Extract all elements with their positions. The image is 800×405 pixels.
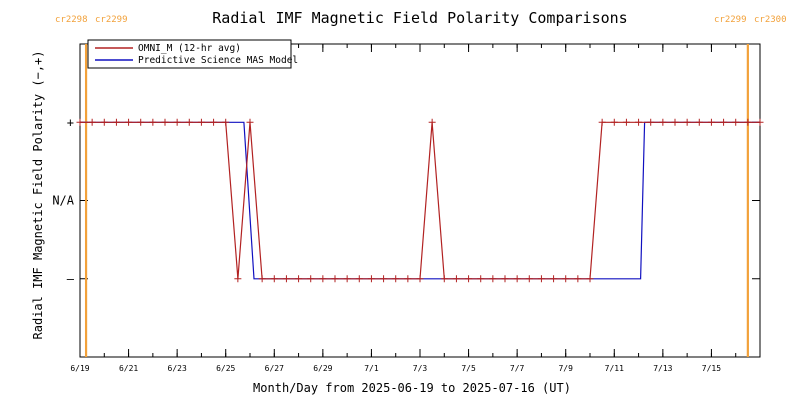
plot-frame (79, 43, 761, 358)
series-point (683, 118, 691, 126)
series-point (367, 275, 375, 283)
series-point (550, 275, 558, 283)
series-point (416, 275, 424, 283)
series-point (744, 118, 752, 126)
series-point (707, 118, 715, 126)
series-point (756, 118, 764, 126)
x-tick-label: 7/15 (702, 364, 721, 373)
series-point (197, 118, 205, 126)
y-tick-label: + (67, 115, 74, 129)
series-point (392, 275, 400, 283)
series-point (562, 275, 570, 283)
x-tick-label: 7/1 (364, 364, 379, 373)
series-point (404, 275, 412, 283)
series-point (695, 118, 703, 126)
series-point (720, 118, 728, 126)
x-tick-label: 6/29 (313, 364, 332, 373)
series-point (258, 275, 266, 283)
legend-label-mas: Predictive Science MAS Model (138, 55, 298, 66)
series-point (319, 275, 327, 283)
series-point (622, 118, 630, 126)
x-tick-label: 7/9 (558, 364, 573, 373)
series-point (137, 118, 145, 126)
series-point (513, 275, 521, 283)
series-point (282, 275, 290, 283)
series-point (185, 118, 193, 126)
x-tick-label: 7/5 (461, 364, 476, 373)
series-point (489, 275, 497, 283)
series-point (647, 118, 655, 126)
carrington-label-right: cr2300 (754, 15, 787, 25)
series-point (100, 118, 108, 126)
series-point (173, 118, 181, 126)
series-point (671, 118, 679, 126)
x-tick-label: 7/7 (510, 364, 525, 373)
series-line (80, 121, 760, 280)
series-point (125, 118, 133, 126)
series-point (525, 275, 533, 283)
x-tick-label: 6/25 (216, 364, 235, 373)
x-tick-label: 7/11 (605, 364, 624, 373)
x-tick-label: 6/21 (119, 364, 138, 373)
chart-title: Radial IMF Magnetic Field Polarity Compa… (212, 9, 627, 27)
series-point (112, 118, 120, 126)
series-layer (76, 118, 764, 283)
series-point (343, 275, 351, 283)
series-point (598, 118, 606, 126)
legend-label-omni: OMNI_M (12-hr avg) (138, 43, 241, 54)
x-tick-label: 6/19 (70, 364, 89, 373)
series-point (659, 118, 667, 126)
series-point (355, 275, 363, 283)
series-point (440, 275, 448, 283)
x-tick-label: 6/27 (265, 364, 284, 373)
series-point (76, 118, 84, 126)
y-tick-label: N/A (52, 194, 74, 208)
series-point (210, 118, 218, 126)
series-point (295, 275, 303, 283)
y-tick-label: – (67, 272, 75, 286)
series-point (331, 275, 339, 283)
carrington-label-left: cr2298 (55, 15, 88, 25)
series-point (222, 118, 230, 126)
series-point (246, 118, 254, 126)
x-tick-label: 7/3 (413, 364, 428, 373)
axis-ticks: 6/19 6/21 6/23 6/25 6/27 6/29 7/1 7/3 7/5 7/7 7/9 7… (52, 44, 761, 373)
series-point (88, 118, 96, 126)
legend-box (87, 39, 292, 69)
series-point (732, 118, 740, 126)
series-line (80, 121, 760, 280)
series-point (586, 275, 594, 283)
series-point (465, 275, 473, 283)
legend: OMNI_M (12-hr avg) Predictive Science MA… (87, 39, 298, 69)
carrington-label-left: cr2299 (714, 15, 747, 25)
series-point (477, 275, 485, 283)
series-point (635, 118, 643, 126)
y-axis-label: Radial IMF Magnetic Field Polarity (−,+) (31, 51, 45, 340)
series-point (149, 118, 157, 126)
series-point (537, 275, 545, 283)
series-point (452, 275, 460, 283)
series-point (307, 275, 315, 283)
carrington-label-right: cr2299 (95, 15, 128, 25)
series-point (270, 275, 278, 283)
series-point (610, 118, 618, 126)
series-point (234, 275, 242, 283)
x-tick-label: 6/23 (168, 364, 187, 373)
x-tick-label: 7/13 (653, 364, 672, 373)
series-point (501, 275, 509, 283)
carrington-markers: cr2298 cr2299 cr2299 cr2300 (55, 15, 787, 357)
series-point (161, 118, 169, 126)
series-point (574, 275, 582, 283)
x-axis-label: Month/Day from 2025-06-19 to 2025-07-16 … (253, 381, 571, 395)
series-point (428, 118, 436, 126)
series-point (380, 275, 388, 283)
